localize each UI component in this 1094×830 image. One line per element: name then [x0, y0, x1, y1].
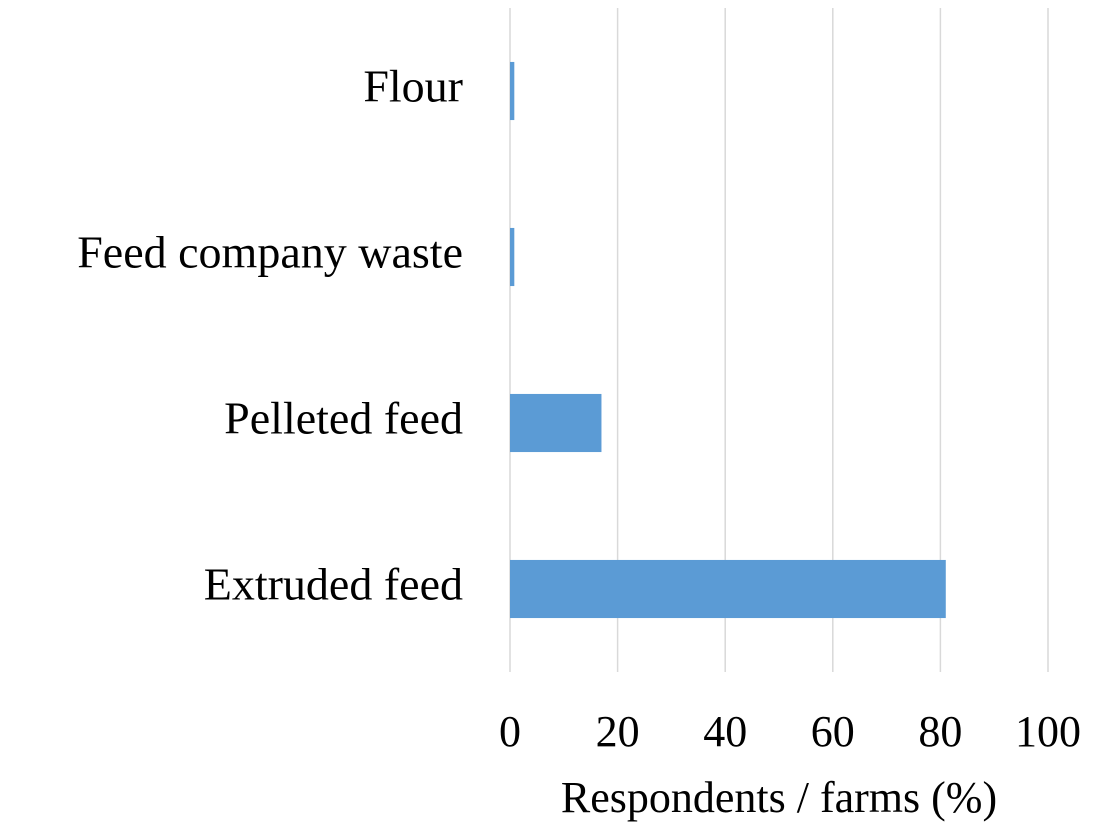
bar: [510, 559, 946, 619]
x-tick-label: 40: [703, 707, 747, 756]
y-tick-label: Pelleted feed: [224, 393, 463, 444]
x-tick-label: 60: [811, 707, 855, 756]
y-tick-label: Feed company waste: [77, 227, 463, 278]
y-tick-label: Flour: [363, 61, 463, 112]
x-tick-label: 20: [596, 707, 640, 756]
bar: [510, 227, 515, 287]
bar: [510, 61, 515, 121]
bar: [510, 393, 602, 453]
x-tick-label: 80: [918, 707, 962, 756]
x-tick-label: 100: [1015, 707, 1081, 756]
x-tick-label: 0: [499, 707, 521, 756]
x-axis-title: Respondents / farms (%): [561, 773, 997, 822]
y-tick-label: Extruded feed: [204, 559, 463, 610]
